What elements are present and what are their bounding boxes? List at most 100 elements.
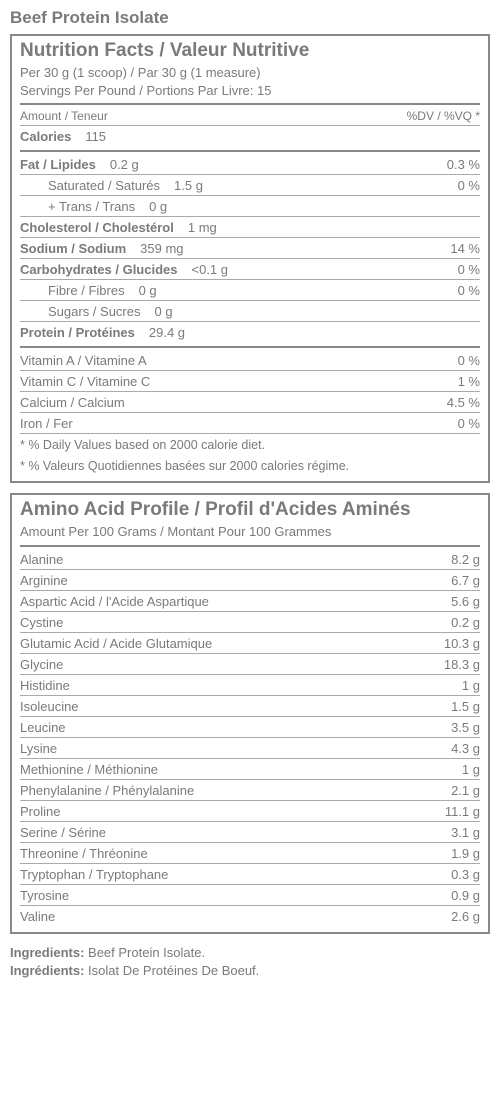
row-value: 0.9 g	[451, 888, 480, 903]
row-left: Fibre / Fibres0 g	[20, 283, 157, 298]
nutrition-facts-panel: Nutrition Facts / Valeur Nutritive Per 3…	[10, 34, 490, 483]
ingredients-block: Ingredients: Beef Protein Isolate. Ingré…	[10, 944, 490, 980]
row-value: 8.2 g	[451, 552, 480, 567]
amino-row: Glutamic Acid / Acide Glutamique 10.3 g	[20, 633, 480, 653]
row-label: Calories	[20, 129, 71, 144]
row-left: Cholesterol / Cholestérol1 mg	[20, 220, 217, 235]
row-value: 0.2 g	[110, 157, 139, 172]
row-left: Saturated / Saturés1.5 g	[20, 178, 203, 193]
amino-row: Cystine0.2 g	[20, 612, 480, 632]
row-value: 1.9 g	[451, 846, 480, 861]
row-value: 11.1 g	[445, 804, 480, 819]
column-headers: Amount / Teneur %DV / %VQ *	[20, 107, 480, 125]
amino-row: Tyrosine 0.9 g	[20, 885, 480, 905]
row-value: 359 mg	[140, 241, 183, 256]
dv-header: %DV / %VQ *	[407, 109, 480, 123]
amino-row: Threonine / Thréonine 1.9 g	[20, 843, 480, 863]
row-left: + Trans / Trans 0 g	[20, 199, 167, 214]
row-left: Alanine	[20, 552, 77, 567]
row-dv: 4.5 %	[447, 395, 480, 410]
row-left: Protein / Protéines 29.4 g	[20, 325, 185, 340]
amino-row: Glycine18.3 g	[20, 654, 480, 674]
amino-sub: Amount Per 100 Grams / Montant Pour 100 …	[20, 523, 480, 541]
row-label: Vitamin C / Vitamine C	[20, 374, 150, 389]
row-left: Glutamic Acid / Acide Glutamique	[20, 636, 226, 651]
separator	[20, 103, 480, 105]
separator	[20, 150, 480, 152]
row-label: Glutamic Acid / Acide Glutamique	[20, 636, 212, 651]
separator	[20, 346, 480, 348]
row-left: Phenylalanine / Phénylalanine	[20, 783, 208, 798]
row-dv: 0 %	[458, 416, 480, 431]
row-dv: 0.3 %	[447, 157, 480, 172]
row-value: 0.2 g	[451, 615, 480, 630]
product-title: Beef Protein Isolate	[10, 8, 490, 28]
servings-per-pound: Servings Per Pound / Portions Par Livre:…	[20, 82, 480, 100]
row-label: Sodium / Sodium	[20, 241, 126, 256]
nutrition-row: Vitamin C / Vitamine C 1 %	[20, 371, 480, 391]
row-left: Sugars / Sucres0 g	[20, 304, 173, 319]
row-value: 1 g	[462, 762, 480, 777]
amount-header: Amount / Teneur	[20, 109, 108, 123]
row-left: Tryptophan / Tryptophane	[20, 867, 182, 882]
footnote-en: * % Daily Values based on 2000 calorie d…	[20, 434, 480, 455]
row-value: 1.5 g	[174, 178, 203, 193]
amino-row: Histidine1 g	[20, 675, 480, 695]
nutrition-row: Sodium / Sodium359 mg14 %	[20, 238, 480, 258]
row-value: 1 mg	[188, 220, 217, 235]
row-dv: 0 %	[458, 353, 480, 368]
row-label: Arginine	[20, 573, 68, 588]
nutrition-row: Carbohydrates / Glucides<0.1 g 0 %	[20, 259, 480, 279]
row-value: 10.3 g	[444, 636, 480, 651]
row-label: Methionine / Méthionine	[20, 762, 158, 777]
amino-row: Tryptophan / Tryptophane0.3 g	[20, 864, 480, 884]
row-value: 5.6 g	[451, 594, 480, 609]
amino-row: Arginine 6.7 g	[20, 570, 480, 590]
row-value: 29.4 g	[149, 325, 185, 340]
row-label: Protein / Protéines	[20, 325, 135, 340]
row-label: Histidine	[20, 678, 70, 693]
row-label: Fibre / Fibres	[48, 283, 125, 298]
row-left: Proline	[20, 804, 74, 819]
row-value: 2.1 g	[451, 783, 480, 798]
separator	[20, 545, 480, 547]
row-dv: 0 %	[458, 262, 480, 277]
row-left: Methionine / Méthionine	[20, 762, 172, 777]
row-label: Tryptophan / Tryptophane	[20, 867, 168, 882]
row-label: Valine	[20, 909, 55, 924]
nutrition-rows: Calories 115 Fat / Lipides0.2 g 0.3 % Satura…	[20, 125, 480, 433]
nutrition-row: + Trans / Trans 0 g	[20, 196, 480, 216]
row-left: Serine / Sérine	[20, 825, 120, 840]
nutrition-row: Saturated / Saturés1.5 g0 %	[20, 175, 480, 195]
row-label: Alanine	[20, 552, 63, 567]
amino-row: Aspartic Acid / l'Acide Aspartique 5.6 g	[20, 591, 480, 611]
row-dv: 1 %	[458, 374, 480, 389]
row-left: Vitamin A / Vitamine A	[20, 353, 161, 368]
nutrition-row: Vitamin A / Vitamine A 0 %	[20, 350, 480, 370]
nutrition-row: Iron / Fer0 %	[20, 413, 480, 433]
row-value: 6.7 g	[451, 573, 480, 588]
row-left: Lysine	[20, 741, 71, 756]
ingredients-label-en: Ingredients:	[10, 945, 84, 960]
row-label: + Trans / Trans	[48, 199, 135, 214]
row-value: 115	[85, 129, 106, 144]
amino-acid-panel: Amino Acid Profile / Profil d'Acides Ami…	[10, 493, 490, 934]
nutrition-row: Protein / Protéines 29.4 g	[20, 322, 480, 342]
row-label: Aspartic Acid / l'Acide Aspartique	[20, 594, 209, 609]
row-left: Histidine	[20, 678, 84, 693]
footnote-fr: * % Valeurs Quotidiennes basées sur 2000…	[20, 455, 480, 476]
row-left: Isoleucine	[20, 699, 93, 714]
row-value: 0 g	[149, 199, 167, 214]
row-value: 3.1 g	[451, 825, 480, 840]
row-label: Serine / Sérine	[20, 825, 106, 840]
nutrition-row: Calories 115	[20, 126, 480, 146]
nutrition-row: Fat / Lipides0.2 g 0.3 %	[20, 154, 480, 174]
row-label: Calcium / Calcium	[20, 395, 125, 410]
row-left: Carbohydrates / Glucides<0.1 g	[20, 262, 228, 277]
row-left: Leucine	[20, 720, 80, 735]
row-left: Tyrosine	[20, 888, 83, 903]
row-left: Fat / Lipides0.2 g	[20, 157, 139, 172]
row-label: Threonine / Thréonine	[20, 846, 148, 861]
row-dv: 0 %	[458, 283, 480, 298]
row-value: 4.3 g	[451, 741, 480, 756]
